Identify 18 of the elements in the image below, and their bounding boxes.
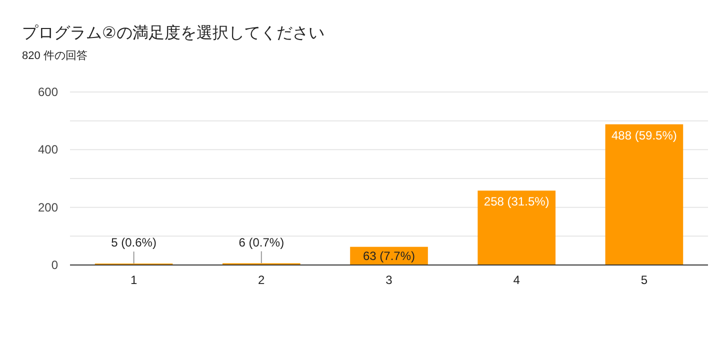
data-label: 5 (0.6%): [111, 236, 156, 250]
data-label: 488 (59.5%): [612, 128, 677, 142]
x-tick-label: 1: [130, 273, 138, 287]
y-tick-label: 600: [38, 85, 58, 99]
y-tick-label: 400: [38, 142, 58, 157]
data-label: 6 (0.7%): [238, 235, 284, 250]
y-tick-label: 0: [51, 258, 58, 272]
x-tick-label: 3: [386, 273, 393, 287]
x-tick-label: 4: [513, 273, 520, 287]
chart-title: プログラム②の満足度を選択してください: [22, 24, 324, 42]
bar: [478, 190, 556, 265]
bar: [605, 124, 684, 265]
data-label: 258 (31.5%): [484, 194, 550, 209]
y-tick-label: 200: [38, 200, 58, 214]
data-label: 63 (7.7%): [362, 248, 416, 263]
x-tick-label: 5: [640, 273, 648, 287]
chart-subtitle: 820 件の回答: [22, 50, 88, 62]
x-tick-label: 2: [258, 273, 266, 287]
